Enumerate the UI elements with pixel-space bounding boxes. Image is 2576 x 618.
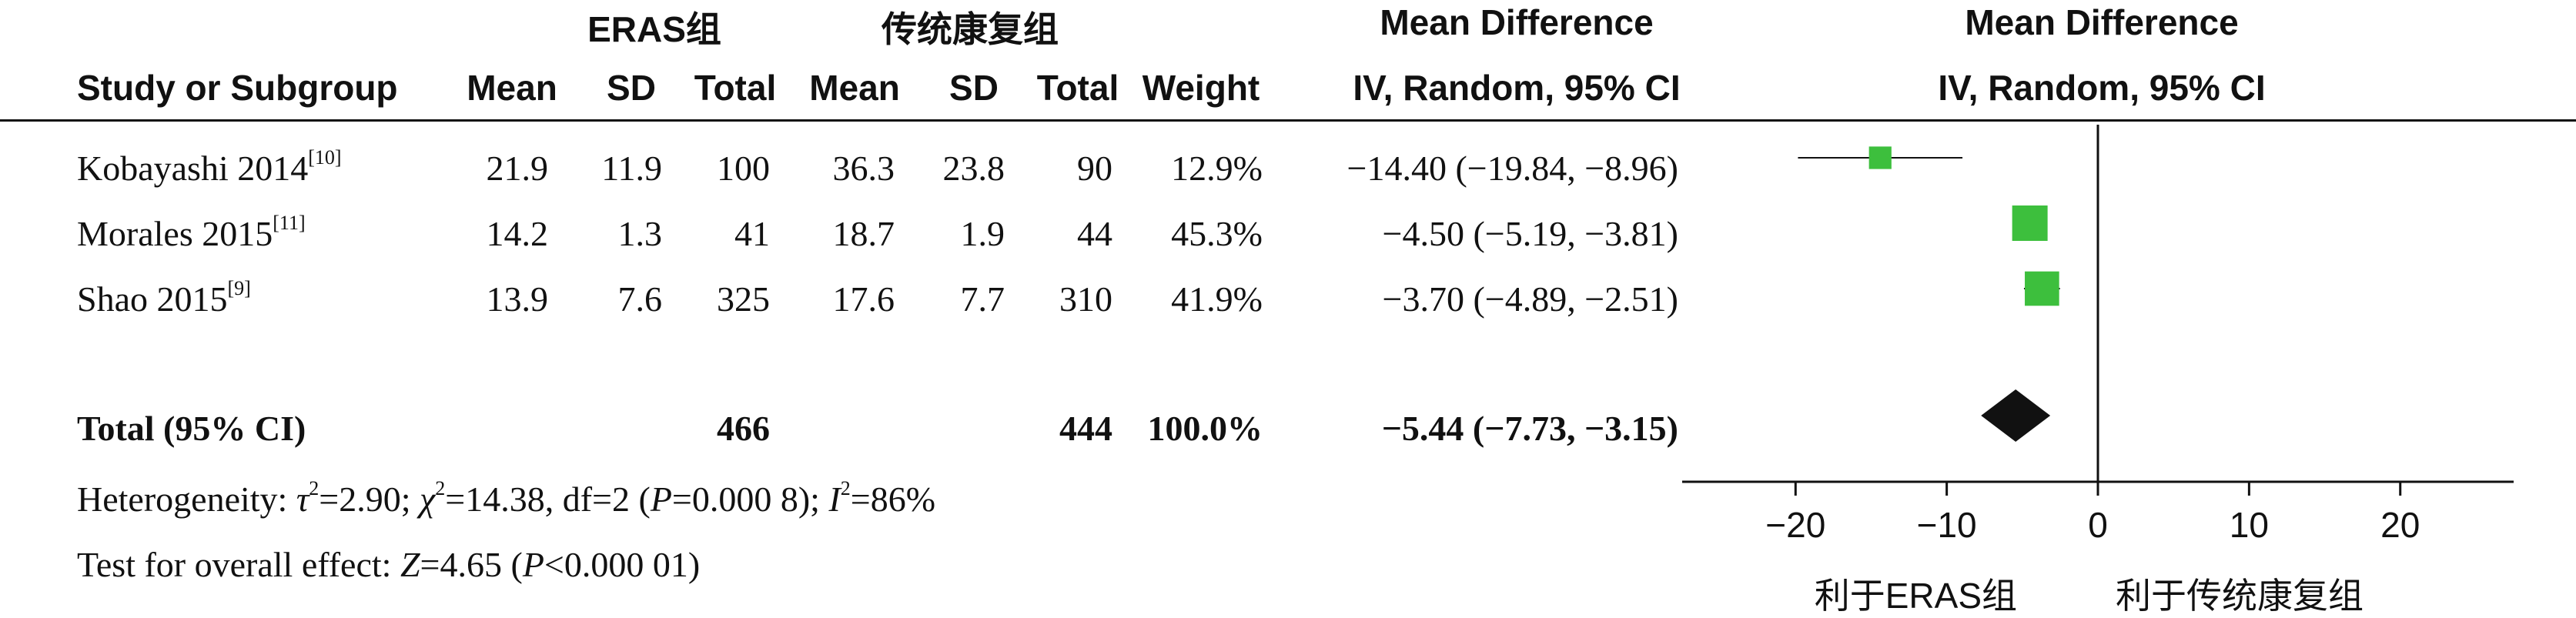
pooled-effect-diamond (1981, 389, 2051, 442)
effect-title-header: Mean Difference (1380, 2, 1654, 42)
ctl-mean-cell: 36.3 (832, 149, 895, 188)
x-axis-tick-label: 10 (2230, 505, 2269, 545)
ctl-grand-total: 444 (1059, 409, 1112, 448)
exp-sd-cell: 7.6 (617, 279, 663, 319)
study-name-cell: Morales 2015[11] (77, 212, 306, 253)
ctl-mean-cell: 17.6 (832, 279, 895, 319)
exp-mean-cell: 13.9 (486, 279, 549, 319)
x-axis-tick-label: 0 (2088, 505, 2108, 545)
ctl-mean-header: Mean (809, 68, 900, 108)
x-axis-tick-label: −10 (1917, 505, 1977, 545)
ctl-sd-cell: 1.9 (960, 214, 1005, 253)
plot-title-header: Mean Difference (1965, 2, 2239, 42)
ctl-total-header: Total (1036, 68, 1119, 108)
x-axis-tick-label: 20 (2380, 505, 2420, 545)
study-effect-box (2025, 271, 2059, 306)
exp-sd-header: SD (607, 68, 656, 108)
overall-effect-test: Test for overall effect: Z=4.65 (P<0.000… (77, 545, 701, 584)
study-column-header: Study or Subgroup (77, 68, 398, 108)
total-ci: −5.44 (−7.73, −3.15) (1381, 409, 1678, 448)
ctl-sd-header: SD (949, 68, 999, 108)
exp-total-header: Total (694, 68, 777, 108)
x-axis-tick-label: −20 (1765, 505, 1825, 545)
header-rule (0, 119, 2576, 122)
study-effect-box (1868, 146, 1892, 169)
effect-method-header: IV, Random, 95% CI (1353, 68, 1681, 108)
ctl-sd-cell: 23.8 (942, 149, 1005, 188)
exp-sd-cell: 1.3 (617, 214, 663, 253)
exp-mean-cell: 14.2 (486, 214, 549, 253)
exp-mean-cell: 21.9 (486, 149, 549, 188)
exp-total-cell: 325 (717, 279, 770, 319)
weight-cell: 41.9% (1171, 279, 1263, 319)
experimental-group-header: ERAS组 (587, 9, 721, 49)
ci-cell: −14.40 (−19.84, −8.96) (1347, 149, 1678, 188)
study-effect-box (2012, 205, 2048, 241)
total-label: Total (95% CI) (77, 409, 306, 448)
favours-right-label: 利于传统康复组 (2116, 576, 2364, 616)
exp-mean-header: Mean (467, 68, 557, 108)
exp-total-cell: 100 (717, 149, 770, 188)
ci-cell: −4.50 (−5.19, −3.81) (1382, 214, 1678, 253)
heterogeneity-statistics: Heterogeneity: τ2=2.90; χ2=14.38, df=2 (… (77, 477, 936, 519)
exp-grand-total: 466 (717, 409, 770, 448)
weight-cell: 12.9% (1171, 149, 1263, 188)
ctl-total-cell: 90 (1077, 149, 1112, 188)
weight-cell: 45.3% (1171, 214, 1263, 253)
ci-cell: −3.70 (−4.89, −2.51) (1382, 279, 1678, 319)
study-name-cell: Shao 2015[9] (77, 277, 251, 319)
exp-total-cell: 41 (734, 214, 770, 253)
weight-header: Weight (1142, 68, 1260, 108)
total-weight: 100.0% (1147, 409, 1263, 448)
ctl-total-cell: 44 (1077, 214, 1112, 253)
exp-sd-cell: 11.9 (601, 149, 662, 188)
favours-left-label: 利于ERAS组 (1815, 576, 2017, 616)
plot-method-header: IV, Random, 95% CI (1938, 68, 2266, 108)
ctl-total-cell: 310 (1059, 279, 1112, 319)
ctl-sd-cell: 7.7 (960, 279, 1005, 319)
control-group-header: 传统康复组 (882, 9, 1059, 49)
study-name-cell: Kobayashi 2014[10] (77, 146, 342, 188)
ctl-mean-cell: 18.7 (832, 214, 895, 253)
